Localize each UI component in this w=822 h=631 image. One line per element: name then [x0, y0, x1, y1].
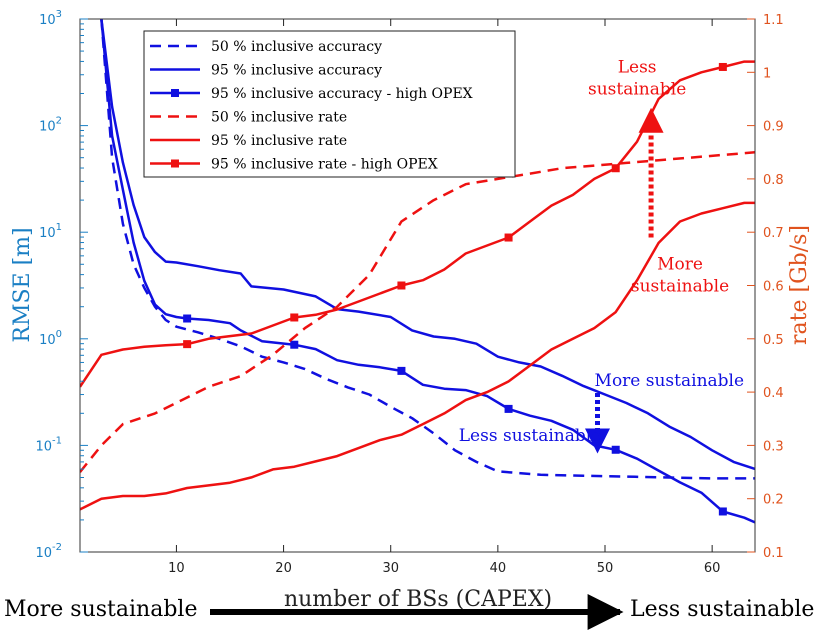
x-axis-label: number of BSs (CAPEX) [284, 587, 552, 612]
left-tick-label: 10-1 [35, 435, 62, 454]
right-tick-label: 0.3 [763, 439, 784, 454]
annotation-blue-bottom-line-1: Less sustainable [459, 426, 601, 446]
legend-entry-4: 50 % inclusive rate [211, 110, 347, 126]
legend-entry-2: 95 % inclusive accuracy [211, 63, 382, 79]
right-tick-label: 1 [763, 66, 771, 81]
left-axis-ticks: 10-2 10-1 100 101 102 103 [35, 9, 88, 561]
legend: 50 % inclusive accuracy 95 % inclusive ac… [143, 30, 516, 178]
right-tick-label: 1.1 [763, 13, 784, 28]
annotation-red-bottom-line-1: More [657, 255, 703, 275]
x-axis-ticks: 10 20 30 40 50 60 [168, 19, 720, 576]
x-tick-label: 40 [490, 561, 507, 576]
right-tick-label: 0.6 [763, 280, 784, 295]
series-marker-6 [718, 62, 727, 71]
legend-entry-6: 95 % inclusive rate - high OPEX [211, 157, 438, 173]
x-tick-label: 50 [597, 561, 614, 576]
caption-right: Less sustainable [630, 597, 814, 622]
series-marker-6 [183, 340, 192, 349]
legend-box [143, 30, 516, 178]
right-tick-label: 0.8 [763, 173, 784, 188]
left-tick-label: 10-2 [35, 542, 62, 561]
x-tick-label: 30 [382, 561, 399, 576]
legend-entry-5: 95 % inclusive rate [211, 133, 347, 149]
legend-entry-1: 50 % inclusive accuracy [211, 39, 382, 55]
right-tick-label: 0.9 [763, 120, 784, 135]
series-marker-3 [290, 340, 299, 349]
right-tick-label: 0.4 [763, 386, 784, 401]
legend-marker-3 [171, 89, 179, 97]
series-line-2 [100, 19, 755, 471]
series-marker-3 [397, 366, 406, 375]
annotation-red-bottom-line-2: sustainable [631, 277, 729, 297]
series-line-3 [100, 19, 755, 524]
series-marker-3 [611, 445, 620, 454]
right-tick-label: 0.7 [763, 226, 784, 241]
series-marker-6 [290, 313, 299, 322]
legend-marker-6 [171, 159, 179, 168]
series-line-5 [80, 201, 755, 511]
left-tick-label: 102 [39, 116, 62, 135]
annotation-blue-top-line-1: More sustainable [595, 371, 745, 391]
annotation-red-top-line-2: sustainable [588, 79, 686, 99]
series-line-1 [100, 19, 755, 480]
series-marker-3 [183, 314, 192, 323]
x-tick-label: 10 [168, 561, 185, 576]
legend-entry-3: 95 % inclusive accuracy - high OPEX [211, 86, 473, 102]
left-tick-label: 101 [39, 222, 62, 241]
right-axis-ticks: 0.1 0.2 0.3 0.4 0.5 0.6 0.7 0.8 0.9 1 1.1 [747, 13, 784, 561]
x-tick-label: 20 [275, 561, 292, 576]
series-marker-3 [718, 507, 727, 516]
series-marker-3 [504, 404, 513, 413]
x-tick-label: 60 [704, 561, 721, 576]
series-marker-6 [504, 233, 513, 242]
right-tick-label: 0.1 [763, 546, 784, 561]
left-axis-label: RMSE [m] [10, 227, 35, 342]
right-axis-label: rate [Gb/s] [787, 225, 812, 345]
caption-left: More sustainable [4, 597, 197, 622]
left-tick-label: 103 [39, 9, 62, 28]
right-tick-label: 0.2 [763, 493, 784, 508]
series-marker-6 [611, 164, 620, 173]
right-tick-label: 0.5 [763, 333, 784, 348]
series-line-4 [80, 151, 755, 473]
left-tick-label: 100 [39, 329, 62, 348]
series-marker-6 [397, 281, 406, 290]
annotation-red-top-line-1: Less [618, 57, 657, 77]
